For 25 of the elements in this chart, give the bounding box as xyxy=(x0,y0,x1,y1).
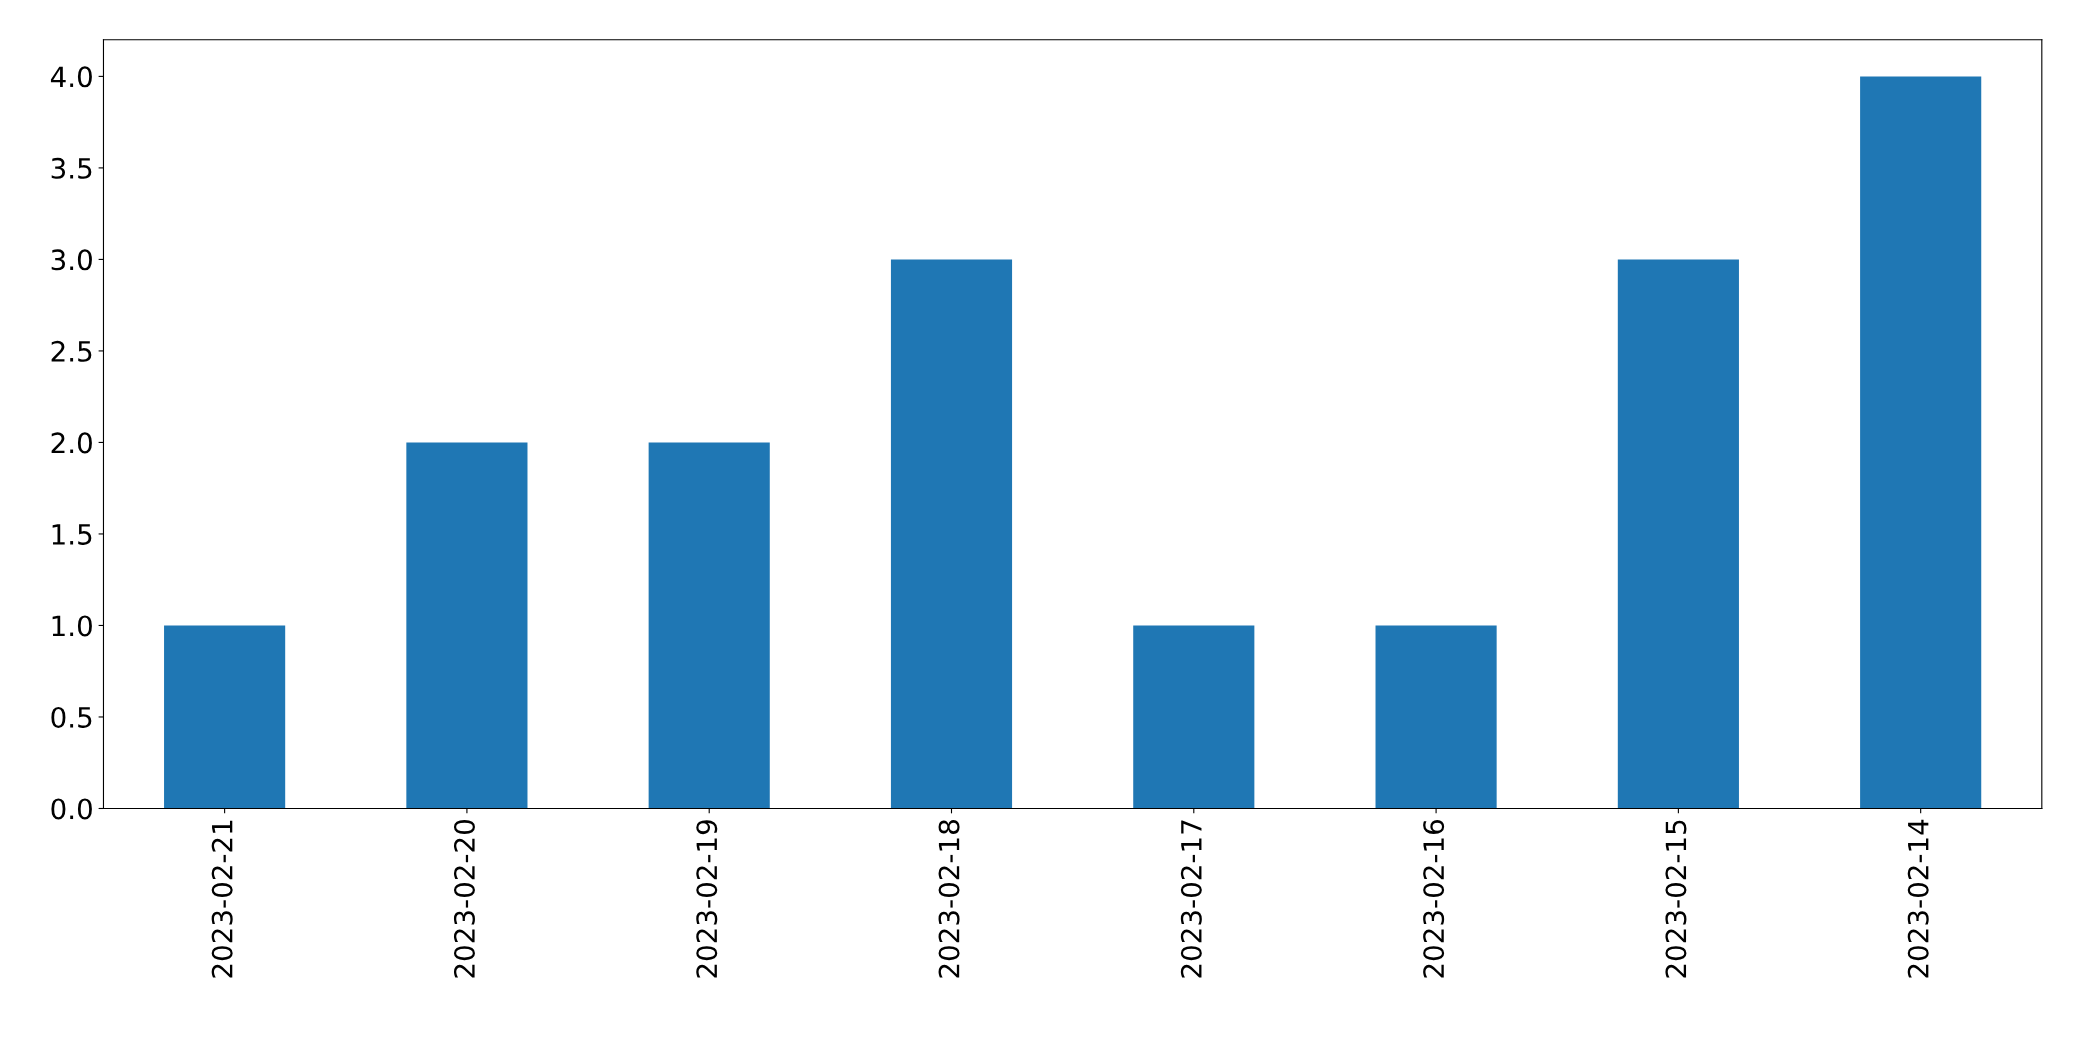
y-tick-label: 4.0 xyxy=(50,66,92,88)
x-tick-label: 2023-02-18 xyxy=(938,820,960,978)
bar xyxy=(648,442,770,809)
x-tick-label: 2023-02-15 xyxy=(1665,820,1687,978)
y-tick-label: 3.5 xyxy=(51,157,92,179)
x-tick-label: 2023-02-14 xyxy=(1907,819,1929,978)
x-tick-label: 2023-02-17 xyxy=(1180,820,1202,978)
bar xyxy=(1133,625,1255,809)
x-tick-label: 2023-02-21 xyxy=(211,820,233,978)
bar xyxy=(1860,76,1982,809)
bar xyxy=(1375,625,1497,809)
y-tick-label: 1.0 xyxy=(52,615,92,637)
x-tick-label: 2023-02-20 xyxy=(453,820,475,978)
y-tick-label: 2.0 xyxy=(51,432,92,454)
bar xyxy=(1617,259,1739,809)
bar xyxy=(406,442,528,809)
bar xyxy=(164,625,286,809)
y-tick-label: 0.0 xyxy=(51,798,92,820)
x-tick-label: 2023-02-16 xyxy=(1423,819,1445,978)
x-tick-label: 2023-02-19 xyxy=(696,820,718,978)
y-tick-label: 0.5 xyxy=(51,706,92,728)
y-tick-label: 1.5 xyxy=(52,524,92,545)
bar xyxy=(890,259,1013,809)
y-tick-label: 2.5 xyxy=(51,340,92,362)
y-tick-label: 3.0 xyxy=(51,249,92,271)
